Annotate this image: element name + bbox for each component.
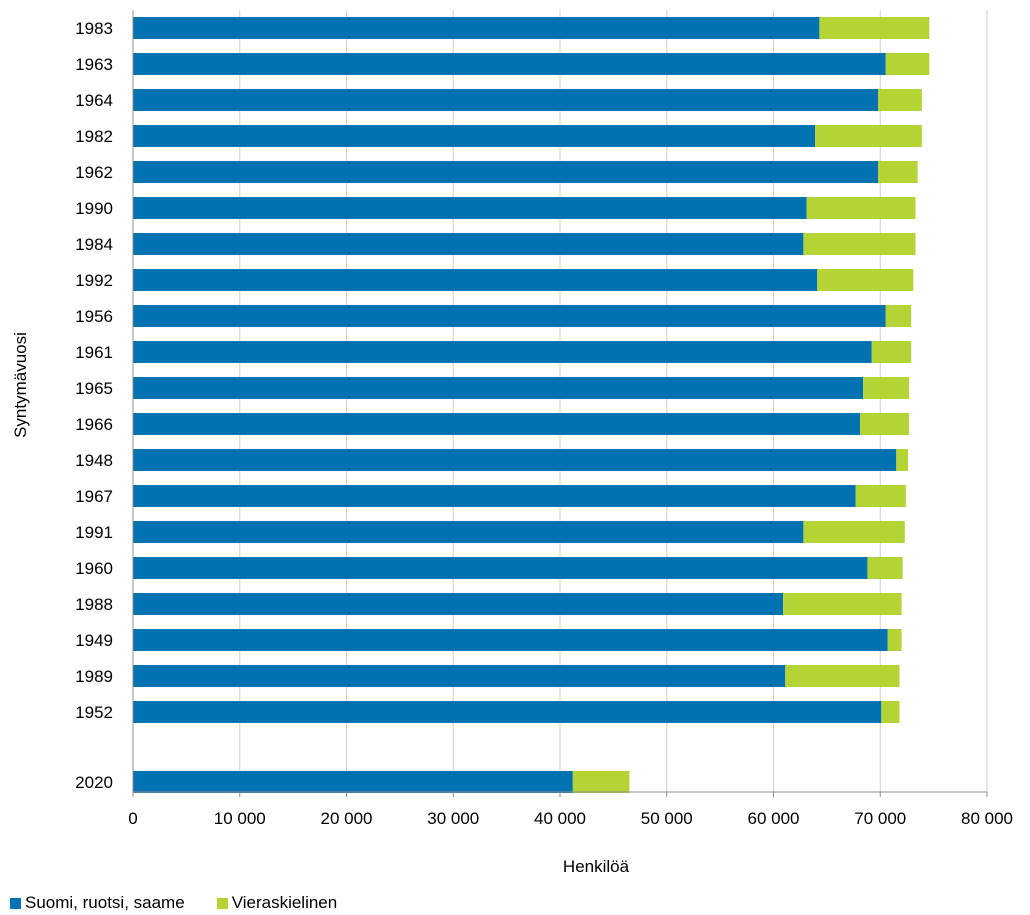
y-tick-label: 2020	[75, 773, 113, 792]
y-tick-label: 1983	[75, 19, 113, 38]
legend-item-vieraskielinen: Vieraskielinen	[216, 893, 338, 913]
legend-swatch-suomi	[10, 897, 21, 909]
bar-suomi-1965	[133, 377, 864, 399]
y-tick-label: 1967	[75, 487, 113, 506]
x-tick-label: 50 000	[641, 809, 693, 828]
bar-suomi-1988	[133, 593, 784, 615]
bar-vieraskielinen-1961	[871, 341, 912, 363]
y-tick-label: 1961	[75, 343, 113, 362]
x-tick-label: 10 000	[214, 809, 266, 828]
y-tick-label: 1988	[75, 595, 113, 614]
bar-suomi-1982	[133, 125, 816, 147]
legend-label-suomi: Suomi, ruotsi, saame	[25, 893, 185, 912]
y-tick-label: 1962	[75, 163, 113, 182]
stacked-bar-chart: 1983 1963 1964 1982 1962 1990 1984 1992 1956 1961…	[11, 10, 1013, 876]
bar-vieraskielinen-1984	[803, 233, 916, 255]
bar-vieraskielinen-1963	[885, 53, 930, 75]
bar-vieraskielinen-1990	[806, 197, 916, 219]
x-tick-labels: 0 10 000 20 000 30 000 40 000 50 000 60 000 70 …	[128, 792, 1013, 828]
bar-suomi-1984	[133, 233, 804, 255]
bar-vieraskielinen-1992	[817, 269, 914, 291]
bar-suomi-1991	[133, 521, 804, 543]
bar-suomi-1990	[133, 197, 807, 219]
y-tick-label: 1949	[75, 631, 113, 650]
bar-vieraskielinen-1988	[783, 593, 902, 615]
bar-vieraskielinen-1952	[881, 701, 900, 723]
legend-swatch-vieraskielinen	[216, 897, 228, 909]
x-tick-label: 80 000	[961, 809, 1013, 828]
bar-suomi-1989	[133, 665, 786, 687]
bar-suomi-1960	[133, 557, 868, 579]
bar-vieraskielinen-1983	[819, 17, 930, 39]
y-tick-label: 1984	[75, 235, 113, 254]
bar-vieraskielinen-1991	[803, 521, 905, 543]
x-tick-label: 60 000	[748, 809, 800, 828]
x-axis-label: Henkilöä	[563, 857, 630, 876]
y-tick-labels: 1983 1963 1964 1982 1962 1990 1984 1992 1956 1961…	[75, 19, 113, 792]
y-axis-label: Syntymävuosi	[11, 332, 30, 438]
x-tick-label: 70 000	[854, 809, 906, 828]
bar-suomi-1992	[133, 269, 818, 291]
bar-suomi-1949	[133, 629, 888, 651]
x-tick-label: 20 000	[321, 809, 373, 828]
bar-vieraskielinen-1960	[867, 557, 903, 579]
legend-label-vieraskielinen: Vieraskielinen	[231, 893, 338, 912]
bar-vieraskielinen-1982	[815, 125, 922, 147]
bars	[133, 17, 930, 793]
x-tick-label: 40 000	[534, 809, 586, 828]
y-tick-label: 1960	[75, 559, 113, 578]
bar-vieraskielinen-1965	[863, 377, 910, 399]
y-tick-label: 1991	[75, 523, 113, 542]
y-tick-label: 1990	[75, 199, 113, 218]
y-tick-label: 1964	[75, 91, 113, 110]
bar-vieraskielinen-1967	[855, 485, 906, 507]
x-tick-label: 30 000	[427, 809, 479, 828]
y-tick-label: 1963	[75, 55, 113, 74]
bar-vieraskielinen-1948	[896, 449, 909, 471]
bar-vieraskielinen-1949	[887, 629, 902, 651]
bar-vieraskielinen-2020	[572, 771, 630, 793]
bar-vieraskielinen-1962	[878, 161, 918, 183]
y-tick-label: 1982	[75, 127, 113, 146]
bar-suomi-1983	[133, 17, 820, 39]
bar-suomi-1966	[133, 413, 860, 435]
bar-vieraskielinen-1989	[785, 665, 900, 687]
bar-vieraskielinen-1956	[885, 305, 912, 327]
bar-suomi-2020	[133, 771, 573, 793]
legend-item-suomi: Suomi, ruotsi, saame	[10, 893, 185, 913]
bar-suomi-1967	[133, 485, 856, 507]
bar-suomi-1952	[133, 701, 882, 723]
bar-suomi-1956	[133, 305, 886, 327]
bar-suomi-1961	[133, 341, 872, 363]
y-tick-label: 1992	[75, 271, 113, 290]
bar-vieraskielinen-1964	[878, 89, 922, 111]
y-tick-label: 1956	[75, 307, 113, 326]
y-tick-label: 1989	[75, 667, 113, 686]
y-tick-label: 1952	[75, 703, 113, 722]
y-tick-label: 1966	[75, 415, 113, 434]
bar-vieraskielinen-1966	[859, 413, 910, 435]
legend: Suomi, ruotsi, saame Vieraskielinen	[10, 893, 337, 913]
bar-suomi-1963	[133, 53, 886, 75]
x-tick-label: 0	[128, 809, 137, 828]
y-tick-label: 1948	[75, 451, 113, 470]
bar-suomi-1948	[133, 449, 897, 471]
bar-suomi-1962	[133, 161, 879, 183]
bar-suomi-1964	[133, 89, 879, 111]
y-tick-label: 1965	[75, 379, 113, 398]
